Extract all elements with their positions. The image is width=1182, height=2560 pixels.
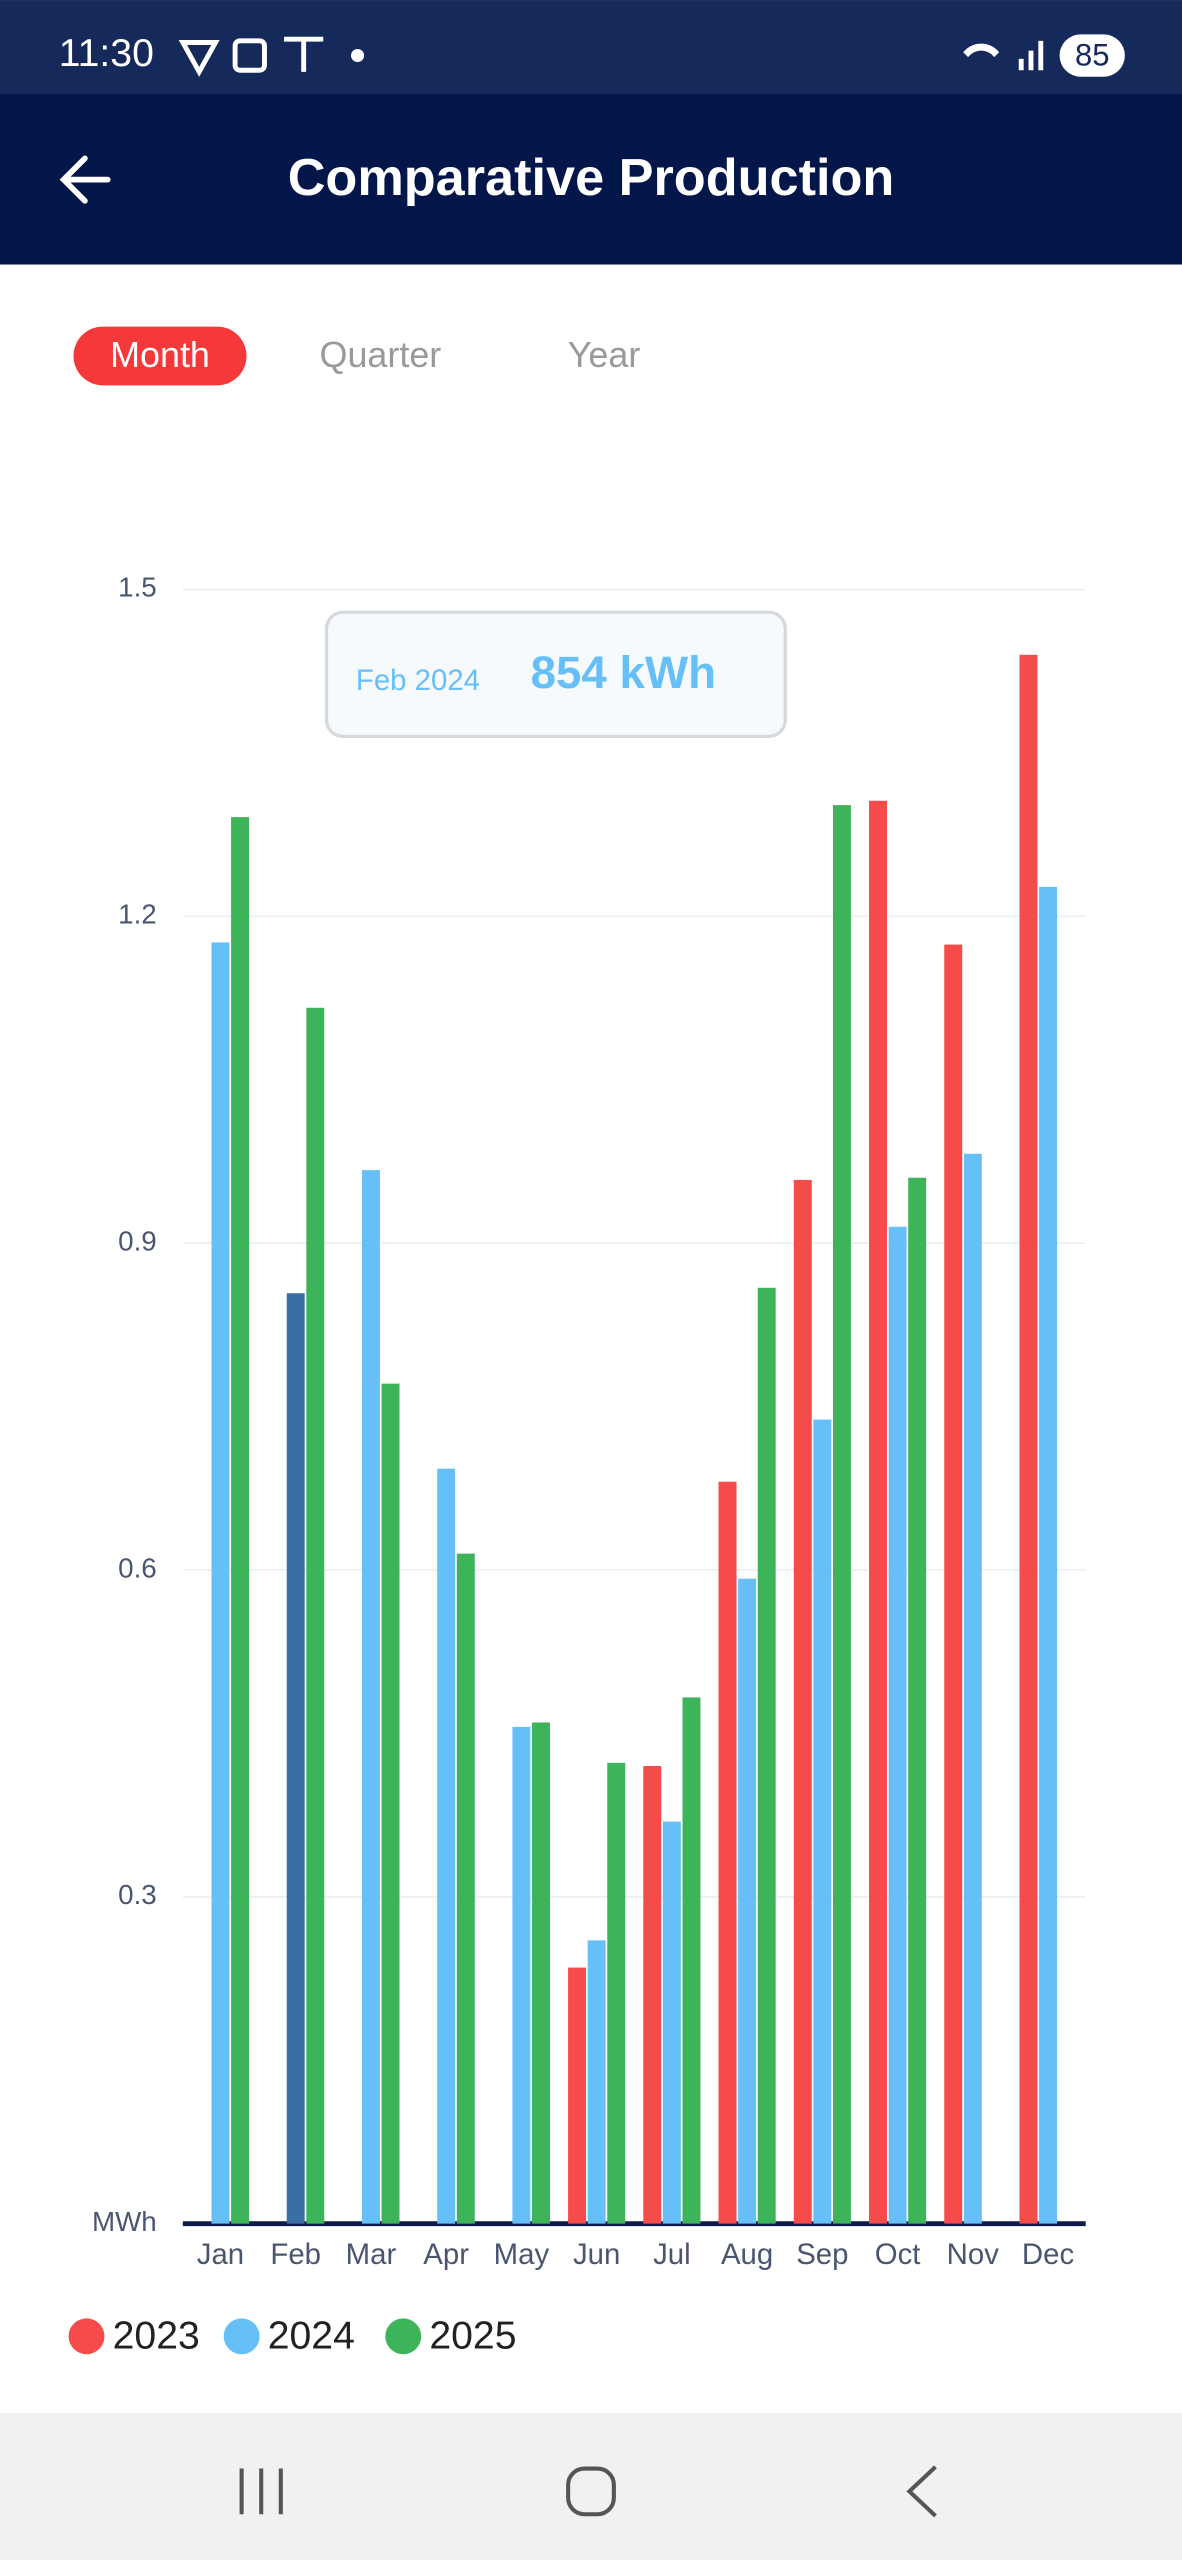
battery-level: 85 [1075, 37, 1109, 72]
bar [306, 1007, 325, 2224]
bar [908, 1177, 927, 2224]
legend-label: 2023 [113, 2314, 200, 2357]
x-tick-label: Jun [573, 2238, 620, 2271]
x-tick-label: Oct [875, 2238, 921, 2271]
header-title: Comparative Production [288, 149, 895, 207]
bar [456, 1553, 475, 2224]
tooltip [324, 610, 787, 738]
bar [963, 1153, 982, 2224]
y-tick-label: 0.6 [118, 1552, 157, 1583]
header [0, 93, 1182, 265]
y-tick-label: 1.2 [118, 899, 157, 930]
tab[interactable]: Year [568, 334, 641, 375]
bar [607, 1762, 626, 2224]
bar [738, 1578, 757, 2224]
bar [1019, 654, 1038, 2224]
tab-active[interactable] [73, 326, 247, 386]
status-bar [0, 0, 1182, 94]
legend-label: 2024 [268, 2314, 355, 2357]
bar [532, 1722, 550, 2224]
bar [643, 1766, 662, 2224]
tooltip-value: 854 kWh [531, 647, 716, 698]
x-tick-label: Jul [653, 2238, 691, 2271]
bar [568, 1967, 587, 2224]
x-tick-label: Aug [721, 2238, 773, 2271]
nav-buttons[interactable] [239, 2465, 937, 2518]
status-dot [351, 49, 365, 63]
status-time: 11:30 [59, 32, 154, 75]
x-tick-label: Jan [197, 2238, 244, 2271]
x-tick-label: Nov [947, 2238, 1000, 2271]
y-tick-label: MWh [92, 2206, 157, 2237]
legend-swatch [385, 2318, 422, 2355]
bar [813, 1419, 832, 2224]
bar [211, 942, 230, 2224]
bar [1039, 886, 1058, 2224]
legend-swatch [223, 2318, 260, 2355]
y-tick-label: 1.5 [118, 572, 157, 603]
bar [381, 1383, 400, 2224]
x-tick-label: Sep [796, 2238, 848, 2271]
bar [718, 1481, 737, 2224]
y-tick-label: 0.9 [118, 1225, 157, 1256]
bar [437, 1468, 456, 2224]
status-icons [178, 36, 324, 77]
bar [231, 817, 250, 2224]
bar [757, 1287, 776, 2224]
bar [361, 1170, 380, 2224]
tooltip-label: Feb 2024 [356, 664, 480, 697]
bar [832, 805, 851, 2224]
battery [1059, 34, 1125, 77]
bar [286, 1293, 305, 2224]
bar [662, 1821, 681, 2224]
tab[interactable]: Quarter [320, 334, 442, 375]
x-tick-label: Feb [270, 2238, 321, 2271]
back-button[interactable] [59, 155, 111, 204]
bar [869, 800, 887, 2224]
nav-bar [0, 2413, 1182, 2560]
legend-label: 2025 [429, 2314, 516, 2357]
bar [793, 1179, 812, 2224]
x-tick-label: Dec [1022, 2238, 1074, 2271]
y-tick-label: 0.3 [118, 1879, 157, 1910]
bar [512, 1726, 531, 2224]
legend-swatch [68, 2318, 105, 2355]
bar [587, 1940, 606, 2224]
bar [944, 944, 963, 2224]
signal-icons [963, 40, 1044, 71]
bar [682, 1697, 701, 2224]
x-tick-label: Mar [346, 2238, 397, 2271]
x-tick-label: May [494, 2238, 550, 2271]
bar [888, 1226, 907, 2224]
x-tick-label: Apr [423, 2238, 469, 2271]
tab[interactable]: Month [110, 334, 210, 375]
